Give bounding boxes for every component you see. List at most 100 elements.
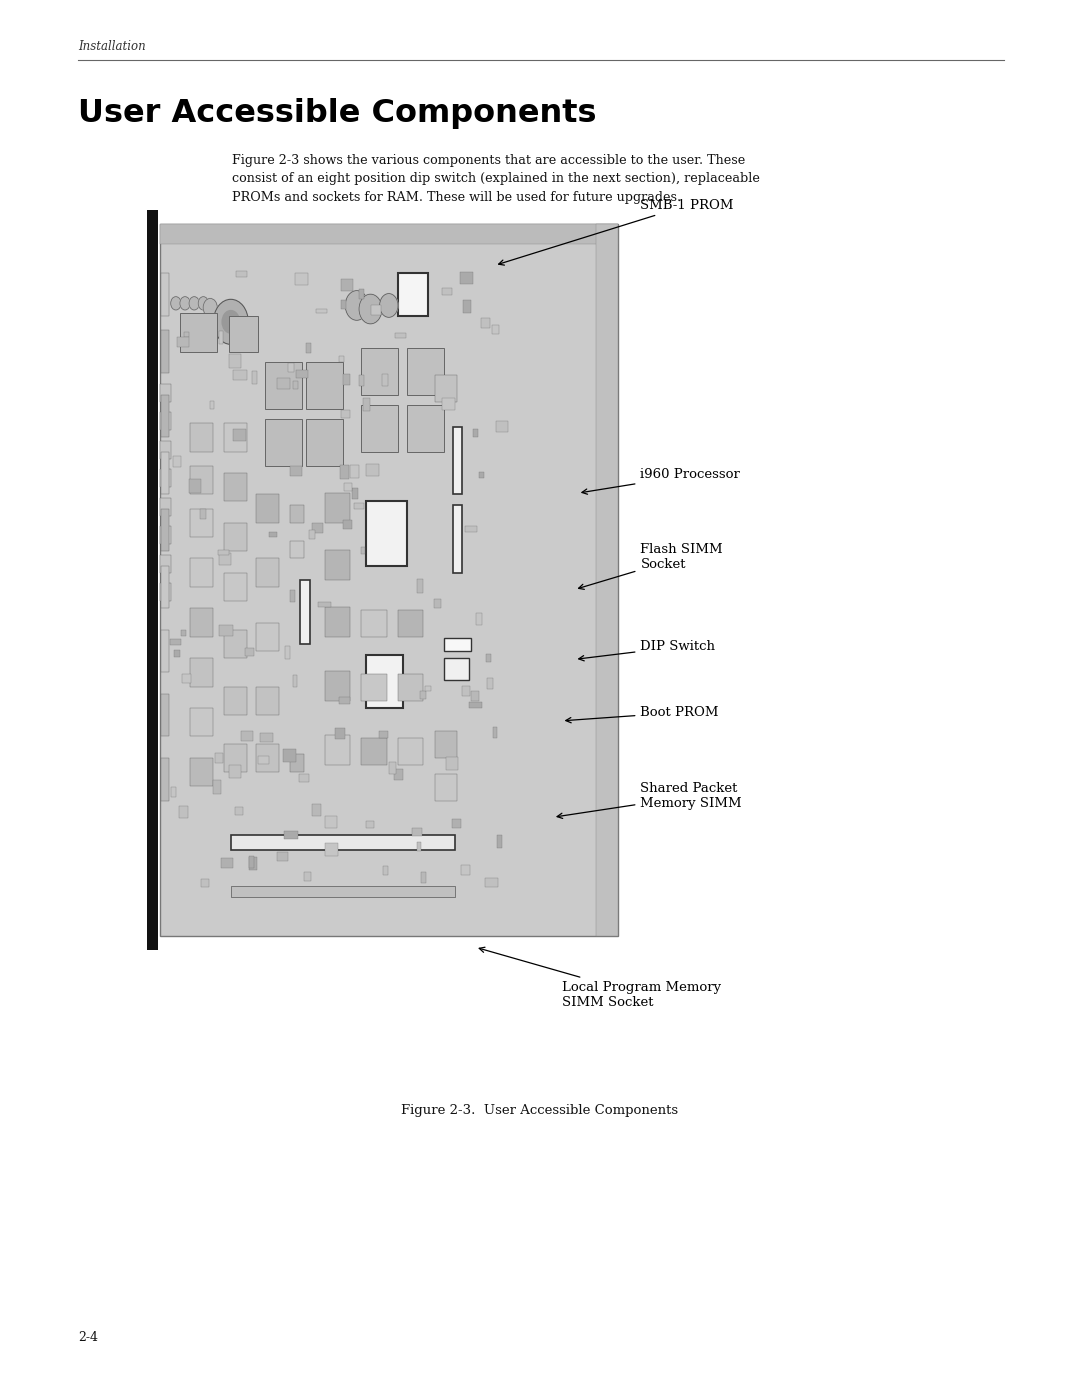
Bar: [421, 872, 427, 883]
Bar: [343, 520, 352, 529]
Bar: [397, 738, 423, 766]
Bar: [307, 342, 311, 353]
Bar: [362, 673, 387, 701]
Bar: [173, 455, 181, 467]
Bar: [289, 591, 295, 602]
Bar: [341, 279, 353, 291]
Bar: [340, 465, 349, 479]
Bar: [596, 224, 618, 936]
Bar: [393, 768, 403, 780]
Bar: [362, 609, 387, 637]
Bar: [363, 398, 370, 411]
Bar: [201, 879, 210, 887]
Bar: [161, 630, 168, 672]
Bar: [434, 374, 458, 402]
Bar: [444, 638, 471, 651]
Bar: [339, 697, 350, 704]
Bar: [160, 441, 172, 458]
Bar: [473, 429, 477, 437]
Circle shape: [199, 296, 208, 310]
Bar: [335, 728, 345, 739]
Bar: [453, 426, 462, 495]
Bar: [464, 525, 477, 532]
Bar: [434, 774, 458, 800]
Text: Shared Packet
Memory SIMM: Shared Packet Memory SIMM: [557, 782, 742, 819]
Bar: [260, 732, 273, 742]
Bar: [442, 288, 451, 295]
Bar: [291, 504, 305, 522]
Bar: [224, 472, 247, 502]
Bar: [233, 370, 247, 380]
Bar: [296, 370, 308, 377]
Bar: [220, 858, 232, 868]
Bar: [231, 886, 455, 897]
Bar: [420, 692, 426, 700]
Bar: [471, 690, 478, 701]
Bar: [252, 370, 257, 384]
Bar: [366, 502, 407, 566]
Circle shape: [346, 291, 368, 320]
Bar: [407, 348, 444, 394]
Bar: [266, 362, 301, 409]
Bar: [190, 708, 213, 736]
Bar: [161, 274, 168, 316]
Bar: [224, 423, 247, 451]
Bar: [160, 584, 172, 601]
Bar: [256, 687, 279, 715]
Bar: [309, 531, 314, 539]
Bar: [256, 559, 279, 587]
Bar: [181, 630, 186, 637]
Bar: [362, 738, 387, 766]
Text: DIP Switch: DIP Switch: [579, 640, 715, 661]
Bar: [325, 816, 337, 828]
Bar: [229, 316, 258, 352]
Bar: [258, 756, 269, 764]
Bar: [160, 527, 172, 543]
Bar: [395, 332, 406, 338]
Text: Local Program Memory
SIMM Socket: Local Program Memory SIMM Socket: [480, 947, 720, 1009]
Bar: [417, 580, 422, 594]
Bar: [184, 332, 189, 337]
Bar: [497, 835, 502, 848]
Bar: [353, 503, 364, 509]
Bar: [350, 465, 359, 478]
Bar: [492, 326, 499, 334]
Bar: [389, 761, 395, 774]
Bar: [215, 753, 224, 763]
Bar: [190, 757, 213, 787]
Circle shape: [171, 296, 181, 310]
Bar: [366, 821, 374, 828]
Bar: [291, 541, 305, 559]
Bar: [325, 735, 350, 766]
Bar: [397, 609, 423, 637]
Bar: [360, 374, 364, 387]
Bar: [174, 650, 180, 657]
Text: Flash SIMM
Socket: Flash SIMM Socket: [579, 543, 724, 590]
Bar: [190, 559, 213, 587]
Bar: [397, 274, 428, 316]
Bar: [339, 356, 343, 362]
Bar: [231, 835, 455, 851]
Bar: [444, 658, 469, 679]
Bar: [345, 483, 352, 490]
Bar: [229, 353, 242, 367]
Bar: [200, 509, 206, 520]
Bar: [492, 726, 497, 738]
Bar: [180, 313, 217, 352]
Bar: [276, 852, 288, 861]
Bar: [171, 787, 176, 796]
Bar: [417, 842, 421, 851]
Bar: [325, 550, 350, 580]
Bar: [219, 331, 224, 344]
Bar: [312, 803, 322, 816]
Circle shape: [180, 296, 190, 310]
Bar: [325, 606, 350, 637]
Bar: [219, 626, 233, 637]
Bar: [463, 300, 471, 313]
Bar: [379, 731, 388, 738]
Bar: [177, 337, 189, 346]
Bar: [161, 694, 168, 736]
Bar: [360, 289, 364, 299]
Bar: [160, 469, 172, 488]
Bar: [161, 451, 168, 495]
